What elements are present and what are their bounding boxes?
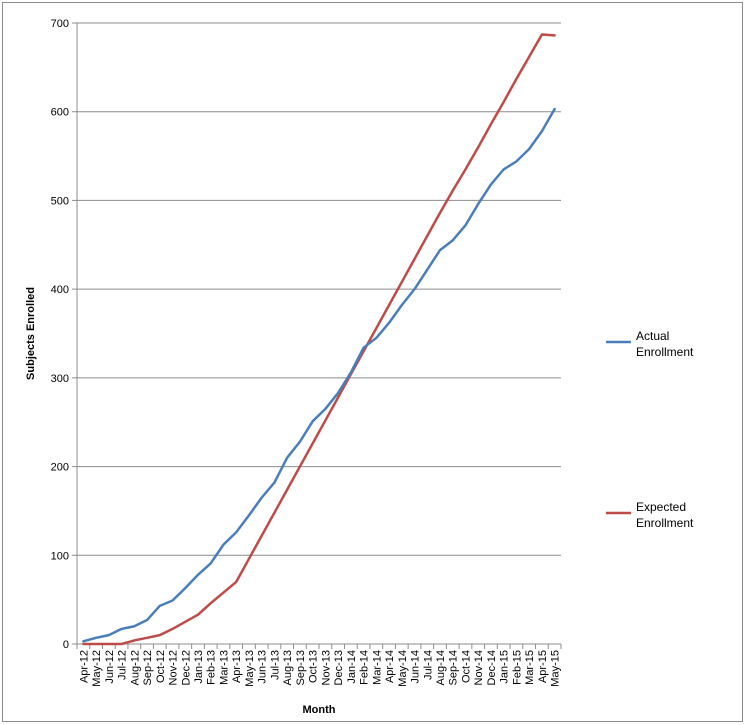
- x-tick-label: Dec-13: [333, 650, 345, 685]
- x-tick-label: Nov-13: [320, 650, 332, 685]
- x-tick-label: Feb-15: [511, 650, 523, 685]
- x-tick-label: Apr-14: [384, 650, 396, 683]
- y-tick-label: 600: [51, 107, 69, 119]
- legend-label: Expected Enrollment: [636, 500, 694, 530]
- x-tick-label: Jan-13: [193, 650, 205, 684]
- x-tick-label: Mar-13: [218, 650, 230, 685]
- y-tick-label: 200: [51, 462, 69, 474]
- y-tick-label: 100: [51, 550, 69, 562]
- x-tick-label: Sep-13: [295, 650, 307, 685]
- axes: [76, 23, 562, 649]
- y-tick-label: 0: [63, 639, 69, 651]
- x-tick-label: Aug-13: [282, 650, 294, 685]
- series-line-expected-enrollment: [82, 33, 556, 646]
- x-tick-label: Mar-15: [524, 650, 536, 685]
- x-tick-label: Nov-14: [473, 650, 485, 685]
- x-tick-label: Oct-13: [308, 650, 320, 683]
- x-axis-title: Month: [303, 704, 336, 716]
- y-tick-label: 300: [51, 373, 69, 385]
- x-tick-label: Jan-14: [346, 650, 358, 684]
- x-tick-label: Feb-13: [206, 650, 218, 685]
- x-tick-label: Oct-12: [155, 650, 167, 683]
- x-tick-label: May-13: [244, 650, 256, 687]
- x-tick-label: Jun-12: [104, 650, 116, 684]
- y-tick-label: 500: [51, 195, 69, 207]
- x-tick-label: Mar-14: [371, 650, 383, 685]
- x-tick-label: May-15: [550, 650, 562, 687]
- y-tick-labels: 0 100 200 300 400 500 600 700: [51, 18, 69, 651]
- y-tick-label: 400: [51, 284, 69, 296]
- x-tick-label: Jul-12: [117, 650, 129, 680]
- legend-label: Actual Enrollment: [636, 329, 694, 359]
- x-tick-label: Apr-13: [231, 650, 243, 683]
- legend: Actual Enrollment Expected Enrollment: [606, 329, 694, 530]
- x-tick-label: Jan-15: [499, 650, 511, 684]
- y-tick-label: 700: [51, 18, 69, 30]
- x-tick-label: Feb-14: [359, 650, 371, 685]
- gridlines: [72, 22, 561, 645]
- x-tick-label: Aug-12: [129, 650, 141, 685]
- x-tick-label: Jun-13: [257, 650, 269, 684]
- x-tick-label: Jul-13: [269, 650, 281, 680]
- x-tick-labels: Apr-12 May-12 Jun-12 Jul-12 Aug-12 Sep-12 Oct-…: [78, 650, 561, 687]
- y-axis-title: Subjects Enrolled: [25, 287, 37, 380]
- x-tick-label: Apr-15: [537, 650, 549, 683]
- series-line-actual-enrollment: [82, 107, 556, 643]
- x-tick-label: Oct-14: [460, 650, 472, 683]
- x-tick-label: Dec-12: [180, 650, 192, 685]
- x-tick-label: May-14: [397, 650, 409, 687]
- x-tick-label: Sep-12: [142, 650, 154, 685]
- data-series: [82, 33, 556, 646]
- x-tick-label: Jun-14: [410, 650, 422, 684]
- x-tick-label: Apr-12: [78, 650, 90, 683]
- x-tick-label: Aug-14: [435, 650, 447, 685]
- x-tick-label: Nov-12: [168, 650, 180, 685]
- x-tick-label: May-12: [91, 650, 103, 687]
- x-tick-label: Jul-14: [422, 650, 434, 680]
- x-tick-label: Sep-14: [448, 650, 460, 685]
- x-tick-label: Dec-14: [486, 650, 498, 685]
